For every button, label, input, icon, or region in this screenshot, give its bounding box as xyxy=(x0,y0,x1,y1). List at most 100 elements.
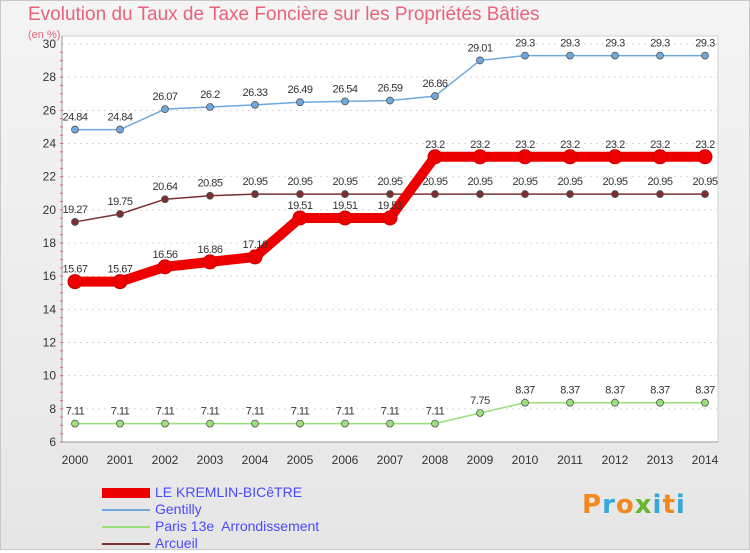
data-label-0: 23.2 xyxy=(560,139,580,151)
data-label-0: 23.2 xyxy=(605,139,625,151)
data-point-0 xyxy=(67,274,83,290)
legend-label-kremlin: LE KREMLIN-BICêTRE xyxy=(155,484,303,500)
proxiti-logo: Proxiti xyxy=(582,490,686,520)
y-tick-label: 14 xyxy=(43,302,57,316)
data-label-0: 16.56 xyxy=(152,249,177,261)
x-tick-label: 2012 xyxy=(602,453,629,467)
data-point-0 xyxy=(337,210,353,226)
data-point-1 xyxy=(386,96,394,105)
data-label-2: 8.37 xyxy=(605,385,625,397)
legend-swatch-arcueil xyxy=(102,543,150,545)
data-point-3 xyxy=(431,190,439,198)
data-point-2 xyxy=(566,398,574,407)
data-point-0 xyxy=(562,149,578,165)
data-label-2: 7.11 xyxy=(381,406,400,418)
x-tick-label: 2003 xyxy=(197,453,224,467)
data-label-0: 23.2 xyxy=(425,139,445,151)
data-label-2: 8.37 xyxy=(515,385,535,397)
x-tick-label: 2001 xyxy=(107,453,134,467)
legend-swatch-gentilly xyxy=(102,509,150,511)
data-label-3: 20.95 xyxy=(377,176,402,188)
legend-label-arcueil: Arcueil xyxy=(155,535,198,551)
data-point-1 xyxy=(161,105,169,114)
data-point-1 xyxy=(566,51,574,60)
data-point-1 xyxy=(431,92,439,100)
data-point-0 xyxy=(112,274,128,290)
data-point-2 xyxy=(476,409,484,417)
data-point-0 xyxy=(427,149,443,165)
x-tick-label: 2007 xyxy=(377,453,404,467)
x-tick-label: 2014 xyxy=(692,453,719,467)
y-tick-label: 8 xyxy=(49,402,56,416)
data-label-1: 29.3 xyxy=(560,38,580,50)
data-label-3: 19.27 xyxy=(62,204,87,216)
data-point-2 xyxy=(431,419,439,428)
y-tick-label: 20 xyxy=(43,203,57,217)
y-tick-label: 6 xyxy=(49,435,56,449)
data-point-3 xyxy=(656,190,664,198)
data-point-1 xyxy=(251,100,259,109)
data-label-3: 20.95 xyxy=(692,176,717,188)
data-label-0: 19.51 xyxy=(377,200,402,212)
data-point-1 xyxy=(341,97,349,106)
data-label-2: 7.11 xyxy=(201,406,220,418)
x-tick-label: 2009 xyxy=(467,453,494,467)
y-tick-label: 22 xyxy=(43,170,57,184)
data-point-3 xyxy=(71,218,79,226)
data-point-3 xyxy=(476,190,484,198)
x-tick-label: 2004 xyxy=(242,453,269,467)
data-point-3 xyxy=(206,191,214,200)
data-label-3: 19.75 xyxy=(107,196,132,208)
data-point-3 xyxy=(161,195,169,204)
data-label-3: 20.95 xyxy=(467,176,492,188)
x-tick-label: 2000 xyxy=(62,453,89,467)
y-tick-label: 12 xyxy=(43,336,57,350)
data-label-0: 23.2 xyxy=(695,139,715,151)
data-label-1: 24.84 xyxy=(62,112,87,124)
chart-title: Evolution du Taux de Taxe Foncière sur l… xyxy=(28,4,540,25)
data-point-0 xyxy=(382,210,398,226)
data-point-1 xyxy=(701,51,709,60)
data-point-0 xyxy=(652,149,668,165)
data-label-2: 7.11 xyxy=(291,406,310,418)
data-label-1: 29.3 xyxy=(605,38,625,50)
x-tick-label: 2010 xyxy=(512,453,539,467)
data-label-3: 20.95 xyxy=(647,176,672,188)
data-point-2 xyxy=(701,398,709,407)
data-point-1 xyxy=(611,51,619,60)
data-point-3 xyxy=(116,210,124,218)
data-label-1: 26.86 xyxy=(422,78,447,90)
legend-swatch-kremlin xyxy=(102,488,150,498)
data-label-0: 17.16 xyxy=(242,239,267,251)
data-point-2 xyxy=(251,419,259,428)
data-label-3: 20.95 xyxy=(557,176,582,188)
data-label-1: 29.3 xyxy=(695,38,715,50)
data-label-3: 20.95 xyxy=(602,176,627,188)
data-point-0 xyxy=(472,149,488,165)
data-point-1 xyxy=(296,98,304,107)
data-label-1: 26.07 xyxy=(152,91,177,103)
data-point-2 xyxy=(71,419,79,428)
data-point-1 xyxy=(656,51,664,60)
data-point-0 xyxy=(607,149,623,165)
data-label-1: 26.59 xyxy=(377,83,402,95)
y-tick-label: 16 xyxy=(43,269,57,283)
data-point-3 xyxy=(521,190,529,198)
data-label-3: 20.95 xyxy=(512,176,537,188)
data-point-0 xyxy=(157,259,173,275)
legend-swatch-paris13 xyxy=(102,526,150,528)
data-label-2: 7.11 xyxy=(156,406,175,418)
data-label-3: 20.95 xyxy=(332,176,357,188)
data-point-3 xyxy=(386,190,394,198)
data-label-1: 29.01 xyxy=(467,42,492,54)
data-point-3 xyxy=(341,190,349,198)
data-label-1: 29.3 xyxy=(650,38,670,50)
data-label-2: 8.37 xyxy=(560,385,580,397)
data-point-3 xyxy=(611,190,619,198)
data-label-1: 26.33 xyxy=(242,87,267,99)
data-label-0: 23.2 xyxy=(470,139,490,151)
data-label-0: 16.86 xyxy=(197,244,222,256)
data-label-0: 23.2 xyxy=(650,139,670,151)
data-point-2 xyxy=(161,419,169,428)
